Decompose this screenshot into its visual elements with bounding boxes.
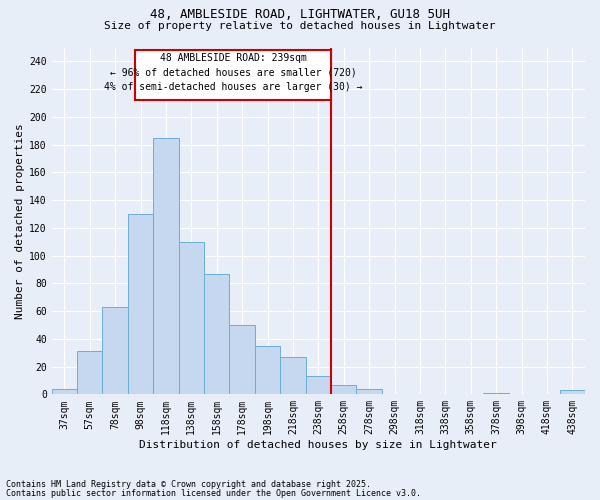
Bar — [255, 346, 280, 395]
Bar — [560, 390, 585, 394]
Text: Contains HM Land Registry data © Crown copyright and database right 2025.: Contains HM Land Registry data © Crown c… — [6, 480, 371, 489]
X-axis label: Distribution of detached houses by size in Lightwater: Distribution of detached houses by size … — [139, 440, 497, 450]
Bar — [484, 393, 509, 394]
Bar — [136, 50, 331, 100]
Text: 48 AMBLESIDE ROAD: 239sqm: 48 AMBLESIDE ROAD: 239sqm — [160, 53, 307, 63]
Text: 48, AMBLESIDE ROAD, LIGHTWATER, GU18 5UH: 48, AMBLESIDE ROAD, LIGHTWATER, GU18 5UH — [150, 8, 450, 20]
Bar — [229, 325, 255, 394]
Bar — [204, 274, 229, 394]
Bar — [128, 214, 153, 394]
Bar — [305, 376, 331, 394]
Y-axis label: Number of detached properties: Number of detached properties — [15, 123, 25, 319]
Bar — [179, 242, 204, 394]
Bar — [153, 138, 179, 394]
Text: ← 96% of detached houses are smaller (720): ← 96% of detached houses are smaller (72… — [110, 68, 356, 78]
Text: Size of property relative to detached houses in Lightwater: Size of property relative to detached ho… — [104, 21, 496, 31]
Bar — [280, 357, 305, 395]
Bar — [356, 389, 382, 394]
Text: 4% of semi-detached houses are larger (30) →: 4% of semi-detached houses are larger (3… — [104, 82, 362, 92]
Bar — [77, 352, 103, 395]
Text: Contains public sector information licensed under the Open Government Licence v3: Contains public sector information licen… — [6, 488, 421, 498]
Bar — [103, 307, 128, 394]
Bar — [331, 384, 356, 394]
Bar — [52, 389, 77, 394]
